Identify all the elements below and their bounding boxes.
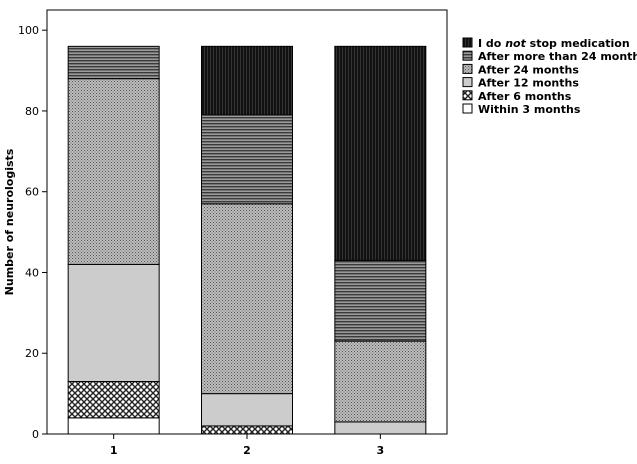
- y-tick-label: 100: [18, 24, 39, 37]
- bar-segment: [201, 45, 293, 116]
- legend-swatch: [462, 50, 473, 61]
- bar-segment: [201, 203, 293, 395]
- legend-swatch: [462, 103, 473, 114]
- bar-segment: [67, 417, 160, 435]
- bar-segment: [334, 45, 427, 261]
- y-tick-label: 20: [25, 347, 39, 360]
- legend-swatch: [462, 90, 473, 101]
- y-tick-label: 60: [25, 186, 39, 199]
- legend-swatch: [462, 37, 473, 48]
- y-axis-title: Number of neurologists: [3, 148, 16, 295]
- bar-segment: [67, 381, 160, 419]
- legend-label: Within 3 months: [478, 103, 581, 116]
- x-axis: 1 2 3: [110, 434, 384, 457]
- bar-segment: [334, 340, 427, 423]
- legend-swatch: [462, 77, 473, 88]
- legend-label: After 6 months: [478, 90, 572, 103]
- x-tick-label: 3: [377, 444, 385, 457]
- legend-label: After 24 months: [478, 63, 579, 76]
- y-tick-label: 40: [25, 266, 39, 279]
- y-tick-label: 0: [32, 428, 39, 441]
- bar-segment: [67, 45, 160, 80]
- bars: [67, 45, 427, 435]
- legend-swatch: [462, 63, 473, 74]
- x-tick-label: 1: [110, 444, 118, 457]
- y-axis: 0 20 40 60 80 100: [18, 24, 47, 441]
- bar-segment: [67, 78, 160, 265]
- bar-segment: [334, 259, 427, 342]
- bar-segment: [201, 425, 293, 435]
- bar-segment: [67, 263, 160, 383]
- bar-segment: [201, 114, 293, 205]
- legend-label: After 12 months: [478, 77, 579, 90]
- bar-segment: [334, 421, 427, 435]
- bar-segment: [201, 393, 293, 427]
- legend-label: After more than 24 months: [478, 50, 637, 63]
- y-tick-label: 80: [25, 105, 39, 118]
- x-tick-label: 2: [243, 444, 251, 457]
- legend-label: I do not stop medication: [478, 37, 630, 50]
